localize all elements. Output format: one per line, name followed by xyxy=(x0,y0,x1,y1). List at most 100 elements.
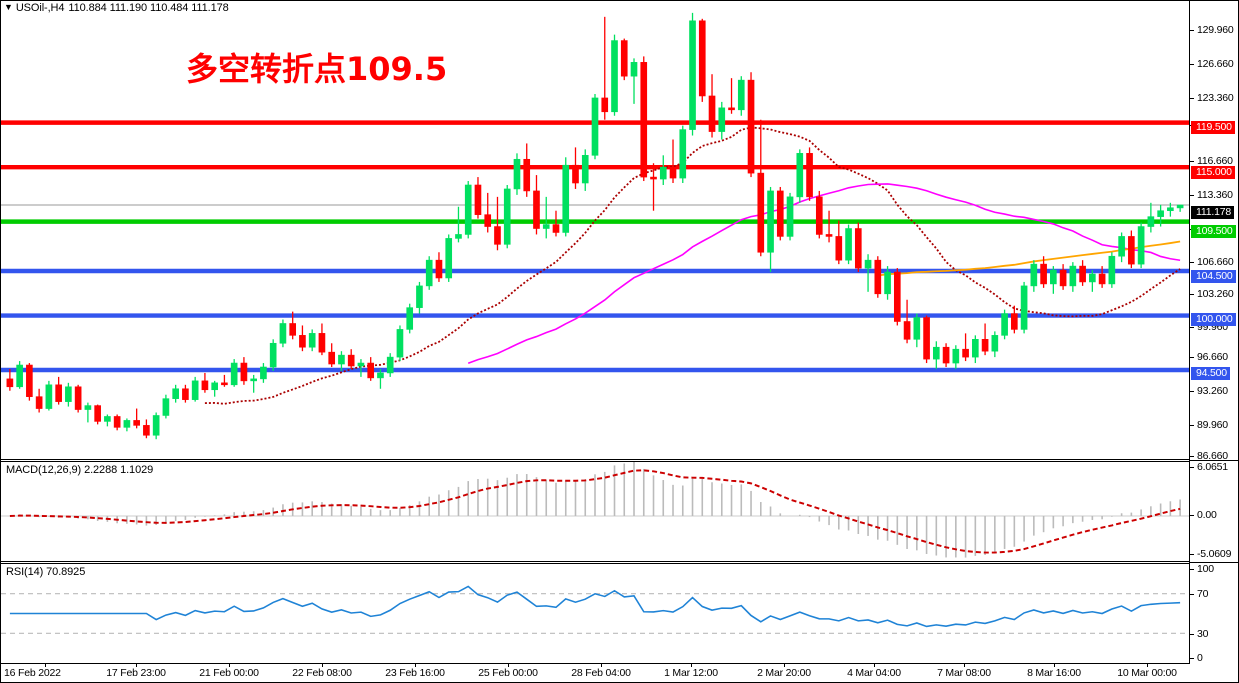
symbol-label: USOil-,H4 xyxy=(15,2,65,14)
price-tag[interactable]: 119.500 xyxy=(1191,121,1235,134)
candle-body xyxy=(1118,236,1125,257)
candlestick xyxy=(650,163,657,211)
macd-pane[interactable]: MACD(12,26,9) 2.2288 1.1029 xyxy=(1,461,1189,562)
candle-body xyxy=(406,307,414,330)
scale-separator xyxy=(1190,562,1239,563)
candle-body xyxy=(952,348,960,364)
candle-body xyxy=(650,176,657,180)
tick-dash xyxy=(1190,633,1194,635)
time-tick-mark xyxy=(784,664,785,667)
candlestick xyxy=(669,139,677,184)
candlestick xyxy=(611,34,618,116)
candlestick xyxy=(65,382,72,407)
candle-body xyxy=(796,153,804,198)
candlestick xyxy=(123,418,131,432)
rsi-tick: 100 xyxy=(1190,563,1214,575)
price-tick: 129.960 xyxy=(1190,24,1234,36)
price-tag[interactable]: 111.178 xyxy=(1191,206,1234,219)
tick-label: 86.660 xyxy=(1197,450,1228,462)
price-tag[interactable]: 109.500 xyxy=(1191,225,1236,238)
tick-dash xyxy=(1190,326,1194,328)
candle-body xyxy=(981,339,989,352)
candlestick xyxy=(1030,260,1038,292)
candlestick xyxy=(542,196,550,239)
candle-body xyxy=(1137,226,1145,265)
candle-body xyxy=(1079,265,1086,283)
candle-body xyxy=(903,321,911,340)
tick-label: 100 xyxy=(1197,563,1214,575)
candle-body xyxy=(503,188,511,245)
candle-body xyxy=(854,228,862,269)
candlestick xyxy=(806,147,813,201)
tick-label: 6.0651 xyxy=(1197,461,1228,473)
candle-body xyxy=(357,362,365,367)
price-tag[interactable]: 100.000 xyxy=(1191,313,1236,326)
tick-label: 96.660 xyxy=(1197,351,1228,363)
candlestick xyxy=(884,266,891,300)
time-tick-mark xyxy=(136,664,137,667)
time-axis[interactable]: 16 Feb 2022 17 Feb 23:00 21 Feb 00:00 22 Fe… xyxy=(1,664,1189,682)
candlestick xyxy=(162,394,170,419)
candlestick xyxy=(474,177,482,219)
candlestick xyxy=(981,323,989,356)
price-tag[interactable]: 94.500 xyxy=(1191,367,1230,380)
time-axis-label: 7 Mar 08:00 xyxy=(937,667,991,679)
candlestick xyxy=(767,186,774,273)
tick-dash xyxy=(1190,293,1194,295)
candle-body xyxy=(533,190,540,229)
candlestick xyxy=(1011,305,1018,334)
chart-annotation-text: 多空转折点109.5 xyxy=(186,50,448,88)
price-tag[interactable]: 115.000 xyxy=(1191,166,1235,179)
candle-body xyxy=(299,335,306,348)
tick-label: 70 xyxy=(1197,588,1209,600)
candle-body xyxy=(484,214,492,227)
candle-body xyxy=(718,107,726,132)
candle-body xyxy=(1050,269,1057,285)
candle-body xyxy=(620,40,628,77)
candlestick xyxy=(6,368,14,391)
candle-body xyxy=(923,317,930,360)
candlestick xyxy=(1176,204,1184,212)
candlestick xyxy=(143,419,150,439)
candle-body xyxy=(679,129,687,179)
price-pane[interactable] xyxy=(1,1,1189,460)
candlestick xyxy=(845,224,852,265)
macd-label: MACD(12,26,9) 2.2288 1.1029 xyxy=(6,464,154,476)
rsi-pane[interactable]: RSI(14) 70.8925 xyxy=(1,563,1189,664)
candle-body xyxy=(1147,216,1155,227)
candlestick xyxy=(347,349,355,369)
candlestick xyxy=(308,329,316,352)
candle-body xyxy=(55,384,62,402)
price-tick: 89.960 xyxy=(1190,419,1228,431)
candlestick xyxy=(874,256,882,298)
candle-body xyxy=(1108,255,1116,285)
price-tag[interactable]: 104.500 xyxy=(1191,270,1236,283)
tick-label: 0 xyxy=(1197,652,1203,664)
candlestick xyxy=(503,184,511,249)
candlestick xyxy=(55,376,62,405)
time-axis-label: 16 Feb 2022 xyxy=(4,667,61,679)
candle-body xyxy=(893,271,901,322)
candlestick xyxy=(728,78,735,114)
candle-body xyxy=(972,339,979,358)
candlestick xyxy=(396,325,404,362)
candlestick xyxy=(913,313,921,348)
price-tick: 96.660 xyxy=(1190,351,1228,363)
candlestick xyxy=(84,402,92,423)
price-scale[interactable]: 129.960126.660123.360119.960116.660113.3… xyxy=(1189,1,1239,664)
candle-body xyxy=(250,378,258,382)
candlestick xyxy=(630,58,638,104)
time-axis-label: 23 Feb 16:00 xyxy=(385,667,445,679)
tick-dash xyxy=(1190,466,1194,468)
time-tick-mark xyxy=(964,664,965,667)
candle-body xyxy=(201,380,209,391)
candlestick xyxy=(1118,232,1125,263)
candlestick xyxy=(230,359,238,387)
candle-body xyxy=(874,259,882,295)
chart-menu-caret-icon[interactable]: ▼ xyxy=(4,2,13,12)
candlestick xyxy=(620,38,628,81)
candlestick xyxy=(1108,252,1116,288)
candle-body xyxy=(640,62,648,178)
candlestick xyxy=(94,404,101,425)
